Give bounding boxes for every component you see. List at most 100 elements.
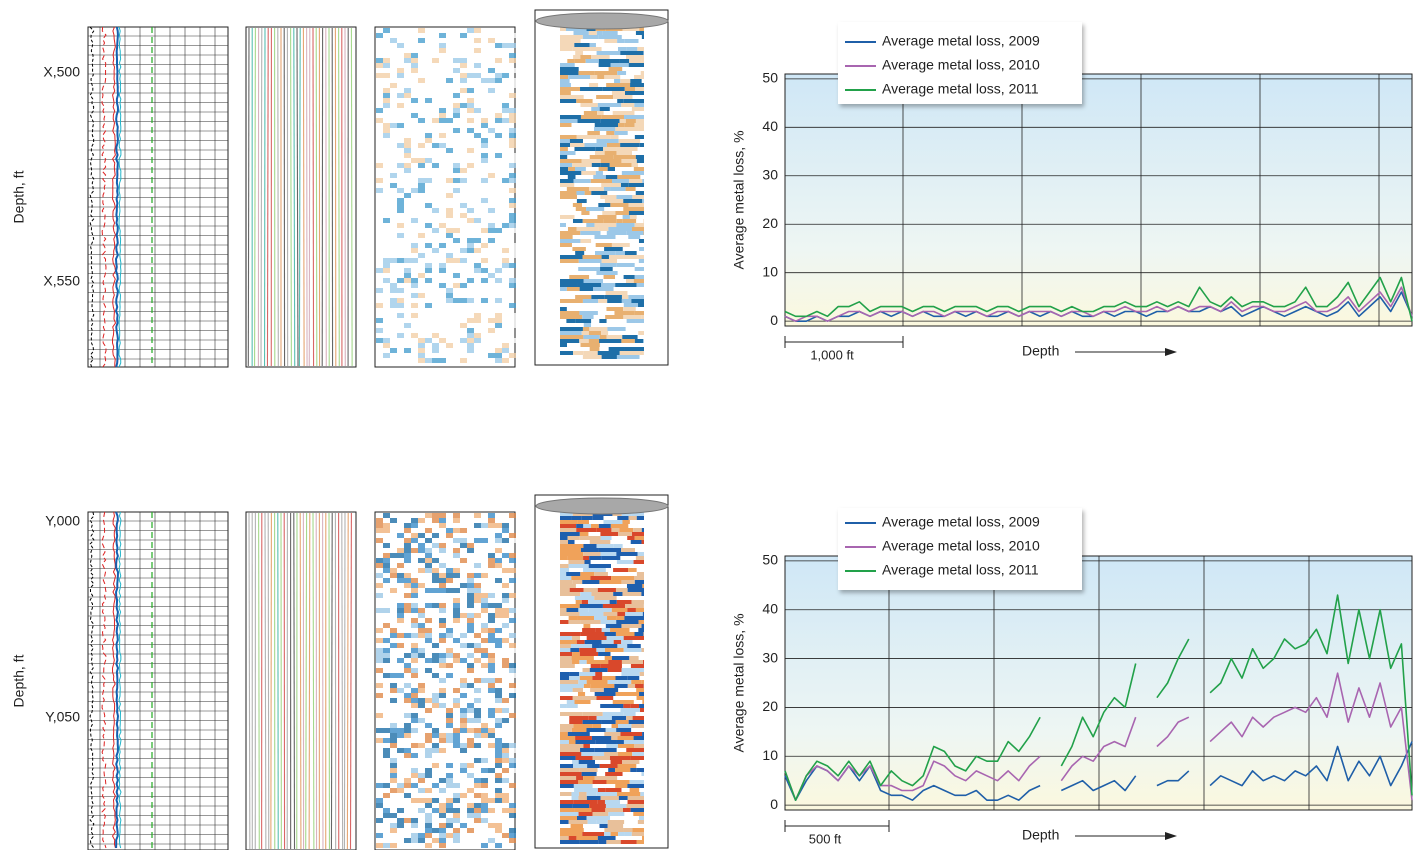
cyl-band [560,207,576,211]
pixel [453,358,460,363]
cyl-band [575,540,590,544]
cyl-band [591,323,602,327]
pixel [376,163,383,168]
pixel [432,78,439,83]
cyl-band [583,824,599,828]
pixel [474,678,481,683]
pixel [383,613,390,618]
pixel [418,163,425,168]
pixel [404,558,411,563]
pixel [453,43,460,48]
pixel [481,843,488,848]
pixel [446,178,453,183]
cyl-band [587,636,607,640]
cyl-band [637,47,644,51]
pixel [404,43,411,48]
pixel [481,233,488,238]
pixel [460,53,467,58]
pixel [453,818,460,823]
pixel [383,258,390,263]
cyl-band [613,111,635,115]
cyl-band [588,532,600,536]
pixel [418,623,425,628]
cyl-band [600,552,616,556]
cyl-band [635,632,644,636]
pixel [383,98,390,103]
pixel [411,523,418,528]
pixel [425,568,432,573]
cyl-band [610,760,622,764]
pixel [502,163,509,168]
pixel [376,303,383,308]
pixel [439,563,446,568]
cyl-band [586,167,592,171]
depth-arrowhead [1165,348,1177,356]
cyl-band [597,31,603,35]
pixel [376,98,383,103]
pixel [397,183,404,188]
cyl-band [560,576,571,580]
cyl-band [560,71,578,75]
pixel [411,798,418,803]
pixel [418,308,425,313]
cyl-band [630,780,644,784]
cyl-band [580,231,600,235]
pixel [446,768,453,773]
cyl-band [607,319,627,323]
cyl-band [560,243,572,247]
pixel [453,788,460,793]
pixel [488,303,495,308]
cyl-band [560,812,579,816]
pixel [446,228,453,233]
pixel [418,338,425,343]
pixel [425,768,432,773]
pixel [390,358,397,363]
pixel [446,88,453,93]
pixel [446,83,453,88]
pixel [509,188,516,193]
pixel [383,48,390,53]
pixel [383,88,390,93]
pixel [467,163,474,168]
pixel [397,58,404,63]
cyl-band [643,343,644,347]
cyl-band [560,588,570,592]
cyl-band [610,163,632,167]
pixel [425,803,432,808]
cyl-band [582,772,597,776]
pixel [418,38,425,43]
cyl-band [582,580,599,584]
pixel [509,693,516,698]
cyl-band [560,303,569,307]
pixel [446,733,453,738]
cyl-band [630,788,640,792]
cyl-band [630,768,636,772]
cyl-band [611,564,634,568]
cyl-band [580,287,593,291]
cyl-band [607,143,620,147]
pixel [439,268,446,273]
pixel [418,548,425,553]
pixel [474,658,481,663]
cyl-band [617,644,627,648]
cyl-band [560,115,581,119]
cyl-band [639,143,644,147]
cyl-band [570,139,583,143]
cyl-band [578,796,586,800]
cyl-band [605,315,623,319]
pixel [439,518,446,523]
cyl-band [576,776,583,780]
cyl-band [584,560,590,564]
cyl-band [636,608,644,612]
pixel [376,88,383,93]
pixel [488,708,495,713]
cyl-band [584,111,597,115]
cyl-band [595,776,617,780]
pixel [397,233,404,238]
pixel [397,123,404,128]
pixel [509,758,516,763]
pixel [397,283,404,288]
pixel [474,558,481,563]
pixel [411,658,418,663]
pixel [502,793,509,798]
